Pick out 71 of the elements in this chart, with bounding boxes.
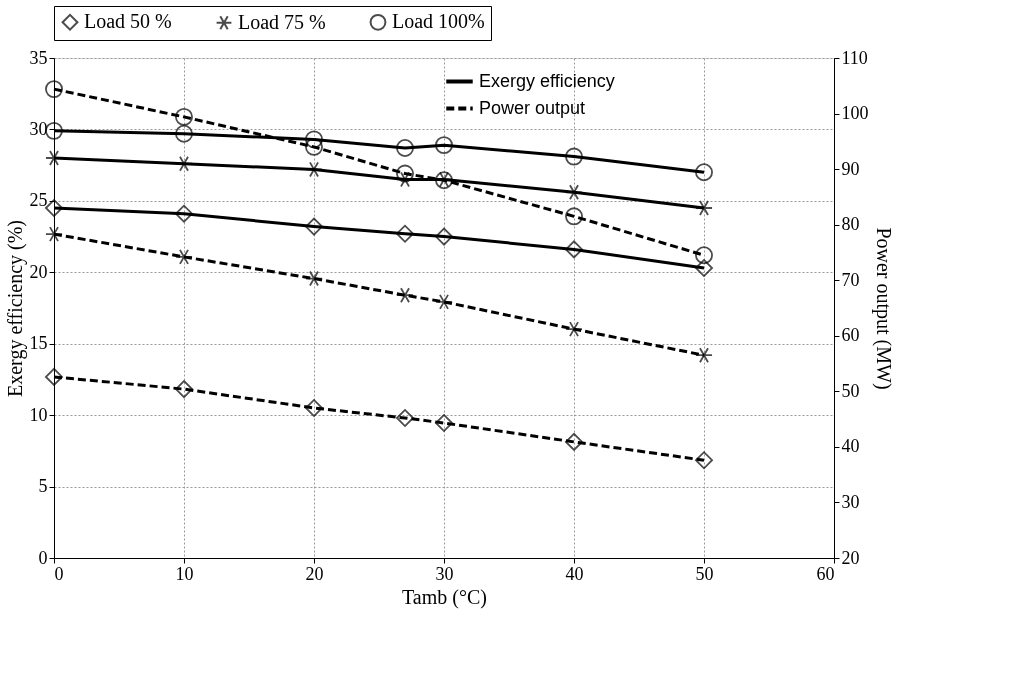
legend-label: Load 75 % xyxy=(238,10,326,33)
legend-label: Load 50 % xyxy=(84,10,172,33)
y2-tick-label: 20 xyxy=(841,547,860,568)
legend-label: Load 100% xyxy=(392,10,485,33)
point xyxy=(305,137,323,156)
point xyxy=(435,136,453,155)
x-tick-label: 50 xyxy=(695,563,714,584)
point xyxy=(175,155,193,172)
y2-axis-title: Power output (MW) xyxy=(871,227,895,390)
point xyxy=(175,248,193,265)
point xyxy=(565,432,583,451)
y2-tick-label: 90 xyxy=(841,158,860,179)
point xyxy=(695,163,713,182)
point xyxy=(45,80,63,99)
y2-tick-label: 110 xyxy=(841,47,868,68)
y-axis-title: Exergy efficiency (%) xyxy=(3,220,27,397)
point xyxy=(695,451,713,470)
point xyxy=(305,130,323,149)
point xyxy=(435,227,453,246)
point xyxy=(396,164,414,183)
y2-tick-label: 100 xyxy=(841,103,869,124)
y-tick-label: 0 xyxy=(38,547,48,568)
x-axis-title: Tamb (°C) xyxy=(402,585,487,609)
point xyxy=(175,204,193,223)
x-tick-label: 20 xyxy=(305,563,324,584)
x-tick-label: 30 xyxy=(435,563,454,584)
point xyxy=(396,287,414,304)
point xyxy=(305,399,323,417)
y2-tick-label: 30 xyxy=(841,491,860,512)
point xyxy=(45,367,63,386)
y-tick-label: 20 xyxy=(29,261,48,282)
y-tick-label: 15 xyxy=(29,333,48,354)
y2-tick-label: 40 xyxy=(841,436,860,457)
point xyxy=(695,200,713,216)
x-tick-label: 60 xyxy=(816,563,835,584)
point xyxy=(45,199,63,217)
point xyxy=(435,293,453,310)
point xyxy=(565,321,583,338)
y2-tick-label: 60 xyxy=(841,325,860,346)
x-tick-label: 40 xyxy=(565,563,584,584)
y-tick-label: 35 xyxy=(29,47,48,68)
point xyxy=(695,246,713,265)
point xyxy=(175,380,193,399)
point xyxy=(305,161,323,178)
y2-tick-label: 50 xyxy=(841,380,860,401)
y-tick-label: 10 xyxy=(29,404,48,425)
point xyxy=(435,414,453,432)
y2-tick-label: 70 xyxy=(841,269,860,290)
point xyxy=(305,270,323,287)
point xyxy=(305,217,323,236)
point xyxy=(565,147,583,166)
point xyxy=(695,347,713,364)
y-tick-label: 25 xyxy=(29,190,48,211)
annotation: Exergy efficiency xyxy=(479,70,615,91)
point xyxy=(396,139,414,157)
point xyxy=(695,259,713,277)
y2-tick-label: 80 xyxy=(841,214,860,235)
point xyxy=(45,121,63,140)
point xyxy=(175,124,193,143)
point xyxy=(45,226,63,243)
y-tick-label: 5 xyxy=(38,476,48,497)
point xyxy=(396,224,414,243)
annotation: Power output xyxy=(479,97,586,118)
x-tick-label: 10 xyxy=(175,563,194,584)
point xyxy=(565,240,583,259)
x-tick-label: 0 xyxy=(54,563,64,584)
point xyxy=(565,207,583,226)
y-tick-label: 30 xyxy=(29,118,48,139)
point xyxy=(175,107,193,126)
point xyxy=(565,184,583,201)
point xyxy=(396,409,414,427)
